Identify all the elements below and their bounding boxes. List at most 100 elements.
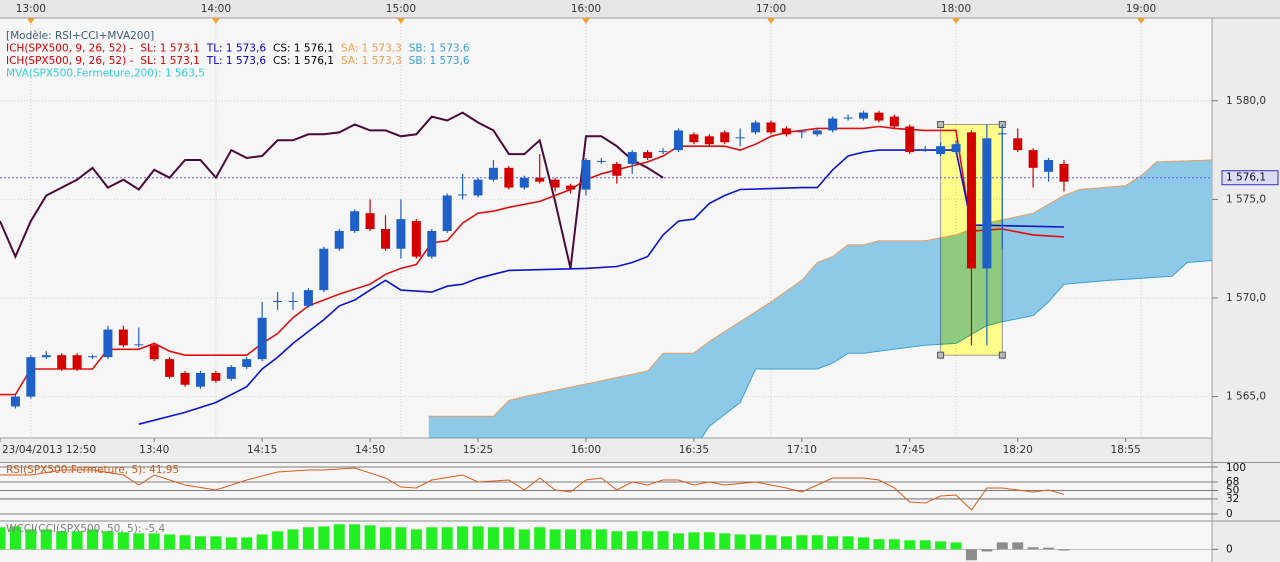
candle-body [920, 149, 930, 151]
top-tick-marker [396, 18, 405, 24]
cci-bar [148, 533, 160, 550]
top-tick-label: 19:00 [1126, 3, 1156, 15]
candle-body [689, 134, 699, 143]
candle-body [643, 152, 653, 158]
cci-bar [904, 540, 916, 550]
cci-bar [1012, 542, 1024, 550]
candle-body [134, 344, 144, 346]
candle-body [380, 228, 390, 249]
cci-bar [349, 524, 361, 550]
cci-bar [225, 537, 237, 550]
last-price-box [1221, 170, 1279, 186]
cci-bar [441, 527, 453, 550]
candle-body [766, 122, 776, 133]
candle-body [1059, 163, 1069, 182]
cci-bar [1058, 549, 1070, 551]
y-tick-label: 32 [1226, 493, 1239, 505]
x-tick-label: 18:55 [1111, 444, 1141, 456]
cci-bar [457, 526, 469, 550]
top-tick-marker [26, 18, 35, 24]
y-tick-label: 100 [1226, 462, 1246, 474]
cci-bar [780, 536, 792, 550]
candle-body [843, 117, 853, 119]
candle-body [57, 355, 67, 369]
candle-body [350, 211, 360, 231]
candle-body [411, 221, 421, 257]
y-tick-label: 68 [1226, 476, 1239, 488]
candle-body [1044, 159, 1054, 172]
candle-body [828, 118, 838, 131]
x-tick-label: 18:20 [1003, 444, 1033, 456]
cci-bar [1027, 547, 1039, 550]
indicator-line [0, 111, 664, 269]
ichimoku-cloud [428, 160, 1212, 438]
cci-bar [487, 527, 499, 550]
candle-body [365, 213, 375, 229]
cci-bar [549, 529, 561, 550]
cci-bar [0, 527, 6, 550]
candle-body [997, 133, 1007, 135]
candle-body [550, 179, 560, 188]
candle-body [658, 151, 668, 153]
x-tick-label: 17:10 [787, 444, 817, 456]
cci-bar [133, 533, 145, 550]
legend-entry: SL: 1 573,1 [140, 43, 199, 55]
candle-body [812, 130, 822, 135]
cci-bar [518, 529, 530, 550]
candle-body [596, 160, 606, 162]
cci-bar [179, 535, 191, 550]
cci-bar [842, 536, 854, 550]
highlight-handle [937, 351, 945, 359]
candle-body [303, 290, 313, 306]
cci-bar [287, 529, 299, 550]
cci-bar [272, 531, 284, 550]
x-tick-label: 13:40 [139, 444, 169, 456]
highlight-handle [998, 351, 1006, 359]
top-tick-label: 13:00 [16, 3, 46, 15]
cci-bar [611, 531, 623, 550]
legend-entry: MVA(SPX500.Fermeture,200): 1 563,5 [6, 68, 205, 80]
cci-bar [657, 531, 669, 550]
candle-body [874, 112, 884, 121]
candle-body [966, 132, 976, 269]
cci-bar [426, 527, 438, 550]
candle-body [504, 167, 514, 188]
top-tick-marker [952, 18, 961, 24]
top-axis-band [0, 0, 1280, 18]
cci-bar [672, 533, 684, 550]
legend-entry: TL: 1 573,6 [206, 55, 267, 67]
cci-bar [25, 529, 37, 550]
panel-layer [0, 18, 1212, 438]
candle-body [982, 138, 992, 269]
cci-bar [302, 527, 314, 550]
cci-bar [379, 527, 391, 550]
y-tick-label: 50 [1226, 484, 1239, 496]
candle-body [226, 367, 236, 379]
cci-bar [873, 539, 885, 550]
candle-body [10, 396, 20, 407]
bottom-axis-band [0, 438, 1212, 462]
last-price-label: 1 576,1 [1226, 172, 1266, 184]
legend-entry: TL: 1 573,6 [206, 43, 267, 55]
x-tick-label: 15:25 [463, 444, 493, 456]
cci-bar [364, 525, 376, 550]
cci-bar [765, 535, 777, 550]
candle-body [781, 128, 791, 135]
cci-bar [194, 536, 206, 550]
legend-entry: ICH(SPX500, 9, 26, 52) - [6, 55, 134, 67]
cci-bar [102, 531, 114, 550]
top-tick-label: 17:00 [756, 3, 786, 15]
cci-bar [642, 531, 654, 550]
cci-bar [981, 549, 993, 552]
candle-body [936, 146, 946, 155]
cci-bar [256, 534, 268, 550]
cci-bar [935, 541, 947, 550]
candle-body [673, 130, 683, 151]
cci-bar [503, 527, 515, 550]
candle-body [889, 116, 899, 127]
candle-body [535, 177, 545, 182]
legend-entry: SB: 1 573,6 [409, 43, 470, 55]
candle-body [1013, 138, 1023, 151]
candle-body [165, 359, 175, 377]
